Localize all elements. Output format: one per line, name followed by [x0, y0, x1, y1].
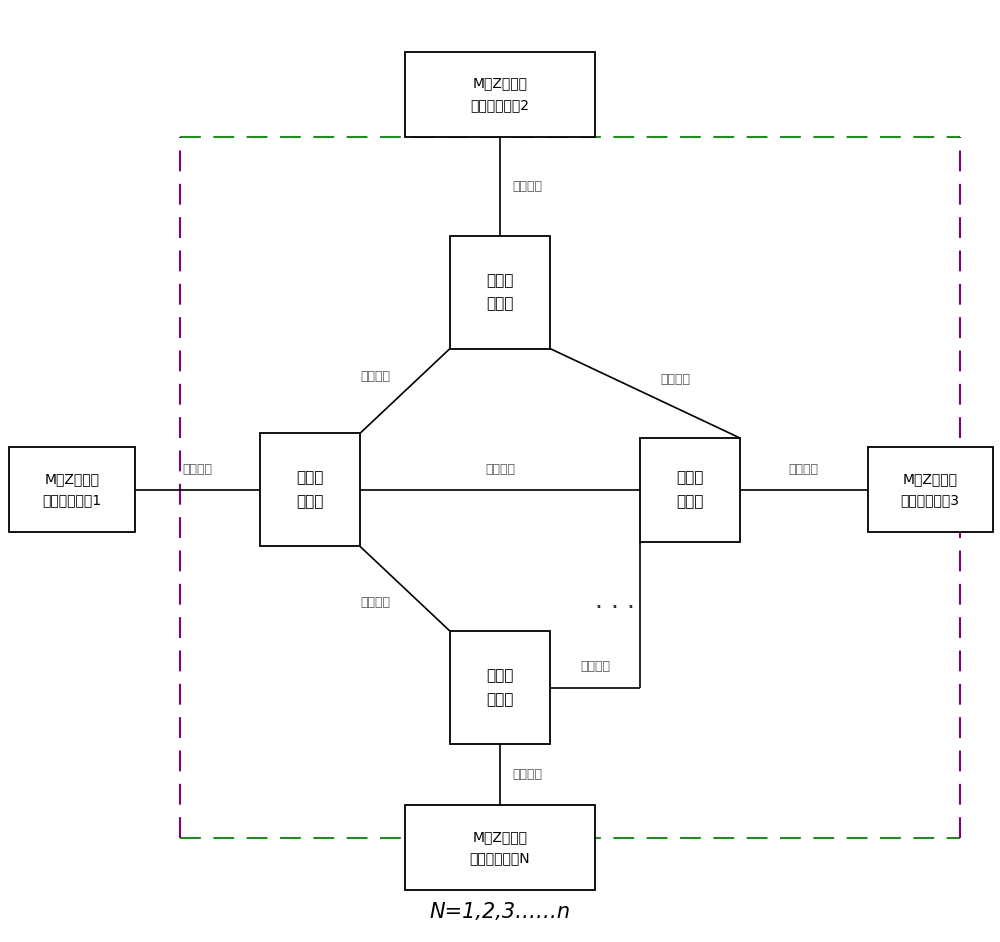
Text: 公用光纤: 公用光纤 — [182, 463, 212, 476]
Text: 专用光纤: 专用光纤 — [360, 596, 390, 609]
Bar — [9, 447, 134, 532]
Text: 波长路
由装置: 波长路 由装置 — [486, 669, 514, 706]
Text: · · ·: · · · — [595, 595, 635, 620]
Text: M－Z型量子
密钥分发单元3: M－Z型量子 密钥分发单元3 — [900, 472, 960, 508]
Text: N=1,2,3……n: N=1,2,3……n — [429, 901, 571, 922]
Text: 专用光纤: 专用光纤 — [660, 373, 690, 385]
Text: 波长路
由装置: 波长路 由装置 — [676, 471, 704, 509]
Text: M－Z型量子
密钥分发单元2: M－Z型量子 密钥分发单元2 — [471, 76, 530, 112]
Text: 公用光纤: 公用光纤 — [512, 180, 542, 192]
Text: M－Z型量子
密钥分发单元1: M－Z型量子 密钥分发单元1 — [42, 472, 102, 508]
Text: 专用光纤: 专用光纤 — [580, 660, 610, 674]
Bar — [260, 433, 360, 546]
Text: 公用光纤: 公用光纤 — [512, 769, 542, 781]
Text: 波长路
由装置: 波长路 由装置 — [296, 471, 324, 509]
Bar — [450, 631, 550, 744]
Text: 波长路
由装置: 波长路 由装置 — [486, 273, 514, 311]
Text: 专用光纤: 专用光纤 — [485, 463, 515, 476]
Bar — [640, 438, 740, 542]
Bar — [868, 447, 992, 532]
Bar — [405, 805, 595, 890]
Text: 公用光纤: 公用光纤 — [789, 463, 819, 476]
Text: 专用光纤: 专用光纤 — [360, 370, 390, 383]
Bar — [450, 236, 550, 349]
Bar — [405, 52, 595, 137]
Text: M－Z型量子
密钥分发单元N: M－Z型量子 密钥分发单元N — [470, 830, 530, 866]
